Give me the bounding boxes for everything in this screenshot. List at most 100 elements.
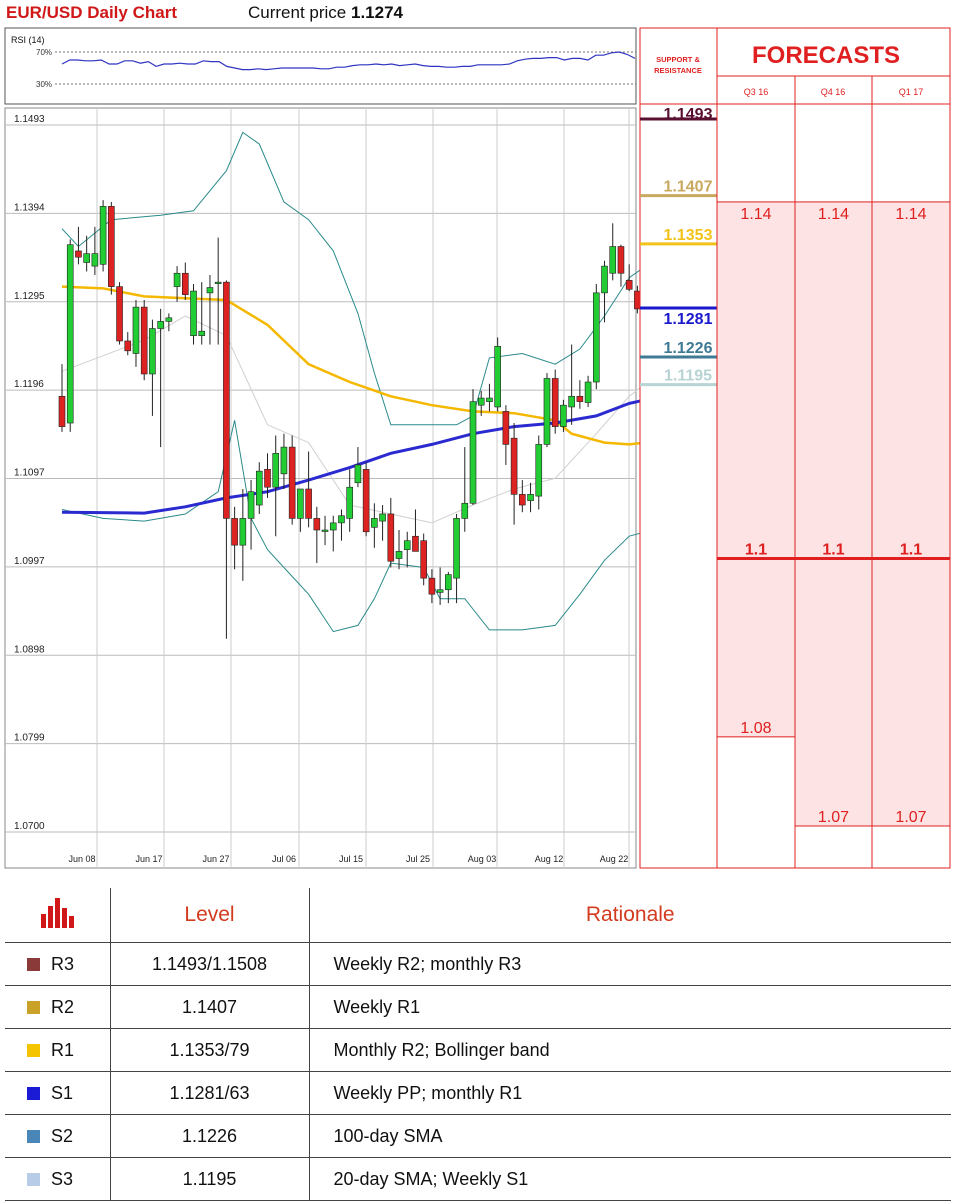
candle-body [445, 574, 452, 591]
candle-body [198, 330, 206, 336]
sr-column-frame [639, 27, 718, 869]
candle-body [313, 518, 321, 531]
sr-level-label: 1.1281 [664, 311, 713, 328]
candle-body [543, 378, 551, 445]
candlesticks [58, 200, 641, 639]
candle-body [108, 206, 115, 287]
forecast-values: 1.14 1.1 1.08 1.14 1.1 1.07 1.14 1.1 1.07 [740, 206, 926, 826]
s3-color-swatch [27, 1172, 40, 1186]
candle-body [379, 513, 386, 522]
grid [5, 108, 636, 868]
candle-body [551, 378, 559, 427]
candle-body [140, 306, 148, 375]
r2-color-swatch [27, 1000, 40, 1014]
row-level: 1.1353/79 [109, 1028, 309, 1072]
candle-body [83, 253, 90, 263]
candle-body [239, 518, 247, 546]
candle-body [338, 515, 345, 524]
candle-body [617, 246, 625, 274]
row-name-cell: R3 [5, 942, 110, 986]
row-name: S3 [51, 1168, 74, 1189]
rsi-label: RSI (14) [11, 35, 45, 45]
x-tick-label: Jul 15 [339, 854, 363, 864]
table-row: S1 1.1281/63 Weekly PP; monthly R1 [5, 1071, 951, 1115]
sr-levels: 1.1493 1.1407 1.1353 1.1281 1.1226 1.1195 [640, 106, 717, 387]
candle-body [584, 381, 592, 403]
candle-body [609, 246, 617, 274]
row-level: 1.1407 [109, 985, 309, 1029]
table-row: R3 1.1493/1.1508 Weekly R2; monthly R3 [5, 942, 951, 986]
y-tick-label: 1.1196 [14, 379, 44, 390]
row-level: 1.1195 [109, 1157, 309, 1201]
candle-body [486, 397, 493, 402]
row-name: S2 [51, 1125, 74, 1146]
row-rationale: Weekly PP; monthly R1 [308, 1071, 951, 1115]
sr-header-line2: RESISTANCE [654, 66, 702, 75]
y-tick-label: 1.0997 [14, 556, 45, 567]
forecast-period-q4-16: Q4 16 [821, 87, 846, 97]
row-name-cell: R1 [5, 1028, 110, 1072]
candle-body [420, 540, 427, 579]
candle-body [354, 464, 362, 484]
x-tick-label: Aug 12 [535, 854, 564, 864]
candle-body [362, 469, 370, 533]
bollinger-upper-band [61, 131, 646, 426]
current-price: Current price 1.1274 [248, 3, 403, 23]
candle-body [494, 346, 501, 408]
row-name: S1 [51, 1082, 74, 1103]
row-level: 1.1493/1.1508 [109, 942, 309, 986]
s1-color-swatch [27, 1086, 40, 1100]
x-tick-label: Jun 08 [68, 854, 95, 864]
sma-100-line [61, 398, 646, 515]
forecast-mid-label: 1.1 [745, 542, 767, 559]
table-row: S3 1.1195 20-day SMA; Weekly S1 [5, 1157, 951, 1201]
candle-body [173, 272, 181, 287]
sr-level-label: 1.1407 [664, 179, 713, 196]
bar-chart-icon-graphic [41, 898, 75, 928]
x-tick-label: Jun 17 [135, 854, 162, 864]
candle-body [132, 306, 140, 354]
sma-50-line [61, 285, 646, 446]
candle-body [116, 286, 123, 342]
x-tick-label: Aug 03 [468, 854, 497, 864]
forecast-mid-label: 1.1 [900, 542, 922, 559]
candle-body [149, 328, 156, 375]
x-tick-label: Jul 06 [272, 854, 296, 864]
candle-body [510, 437, 518, 495]
forecast-range-bar [871, 201, 951, 827]
x-tick-label: Jun 27 [202, 854, 229, 864]
forecasts-panel: FORECASTS Q3 16 Q4 16 Q1 17 1.141.11.081… [716, 27, 951, 869]
candle-body [535, 444, 543, 497]
y-tick-label: 1.0700 [14, 821, 45, 832]
y-tick-label: 1.1394 [14, 202, 45, 213]
levels-table-header: Level Rationale [5, 888, 951, 943]
forecast-high-label: 1.14 [740, 206, 771, 223]
y-axis-ticks: 1.1493 1.1394 1.1295 1.1196 1.1097 1.0997 1.08… [14, 114, 45, 832]
rsi-30-label: 30% [36, 80, 52, 89]
candle-body [231, 518, 238, 546]
forecasts-title: FORECASTS [752, 42, 900, 69]
candle-body [264, 469, 271, 488]
forecast-high-label: 1.14 [818, 206, 849, 223]
current-price-value: 1.1274 [351, 3, 403, 22]
row-rationale: 20-day SMA; Weekly S1 [308, 1157, 951, 1201]
candle-body [297, 488, 304, 519]
candle-body [321, 529, 329, 532]
row-rationale: Weekly R1 [308, 985, 951, 1029]
candle-body [157, 321, 164, 329]
rsi-panel-frame [4, 27, 637, 105]
candle-body [182, 272, 189, 295]
candle-body [387, 513, 395, 562]
table-row: R2 1.1407 Weekly R1 [5, 985, 951, 1029]
candle-body [428, 577, 436, 595]
row-name-cell: R2 [5, 985, 110, 1029]
rationale-column-header: Rationale [308, 888, 951, 943]
candle-body [395, 551, 403, 559]
rsi-70-label: 70% [36, 48, 52, 57]
candle-body [272, 453, 280, 488]
bollinger-lower-band [61, 420, 646, 633]
rsi-panel: RSI (14) 70% 30% [4, 27, 637, 105]
candle-body [403, 540, 411, 550]
candle-body [346, 486, 354, 519]
row-name: R2 [51, 996, 75, 1017]
